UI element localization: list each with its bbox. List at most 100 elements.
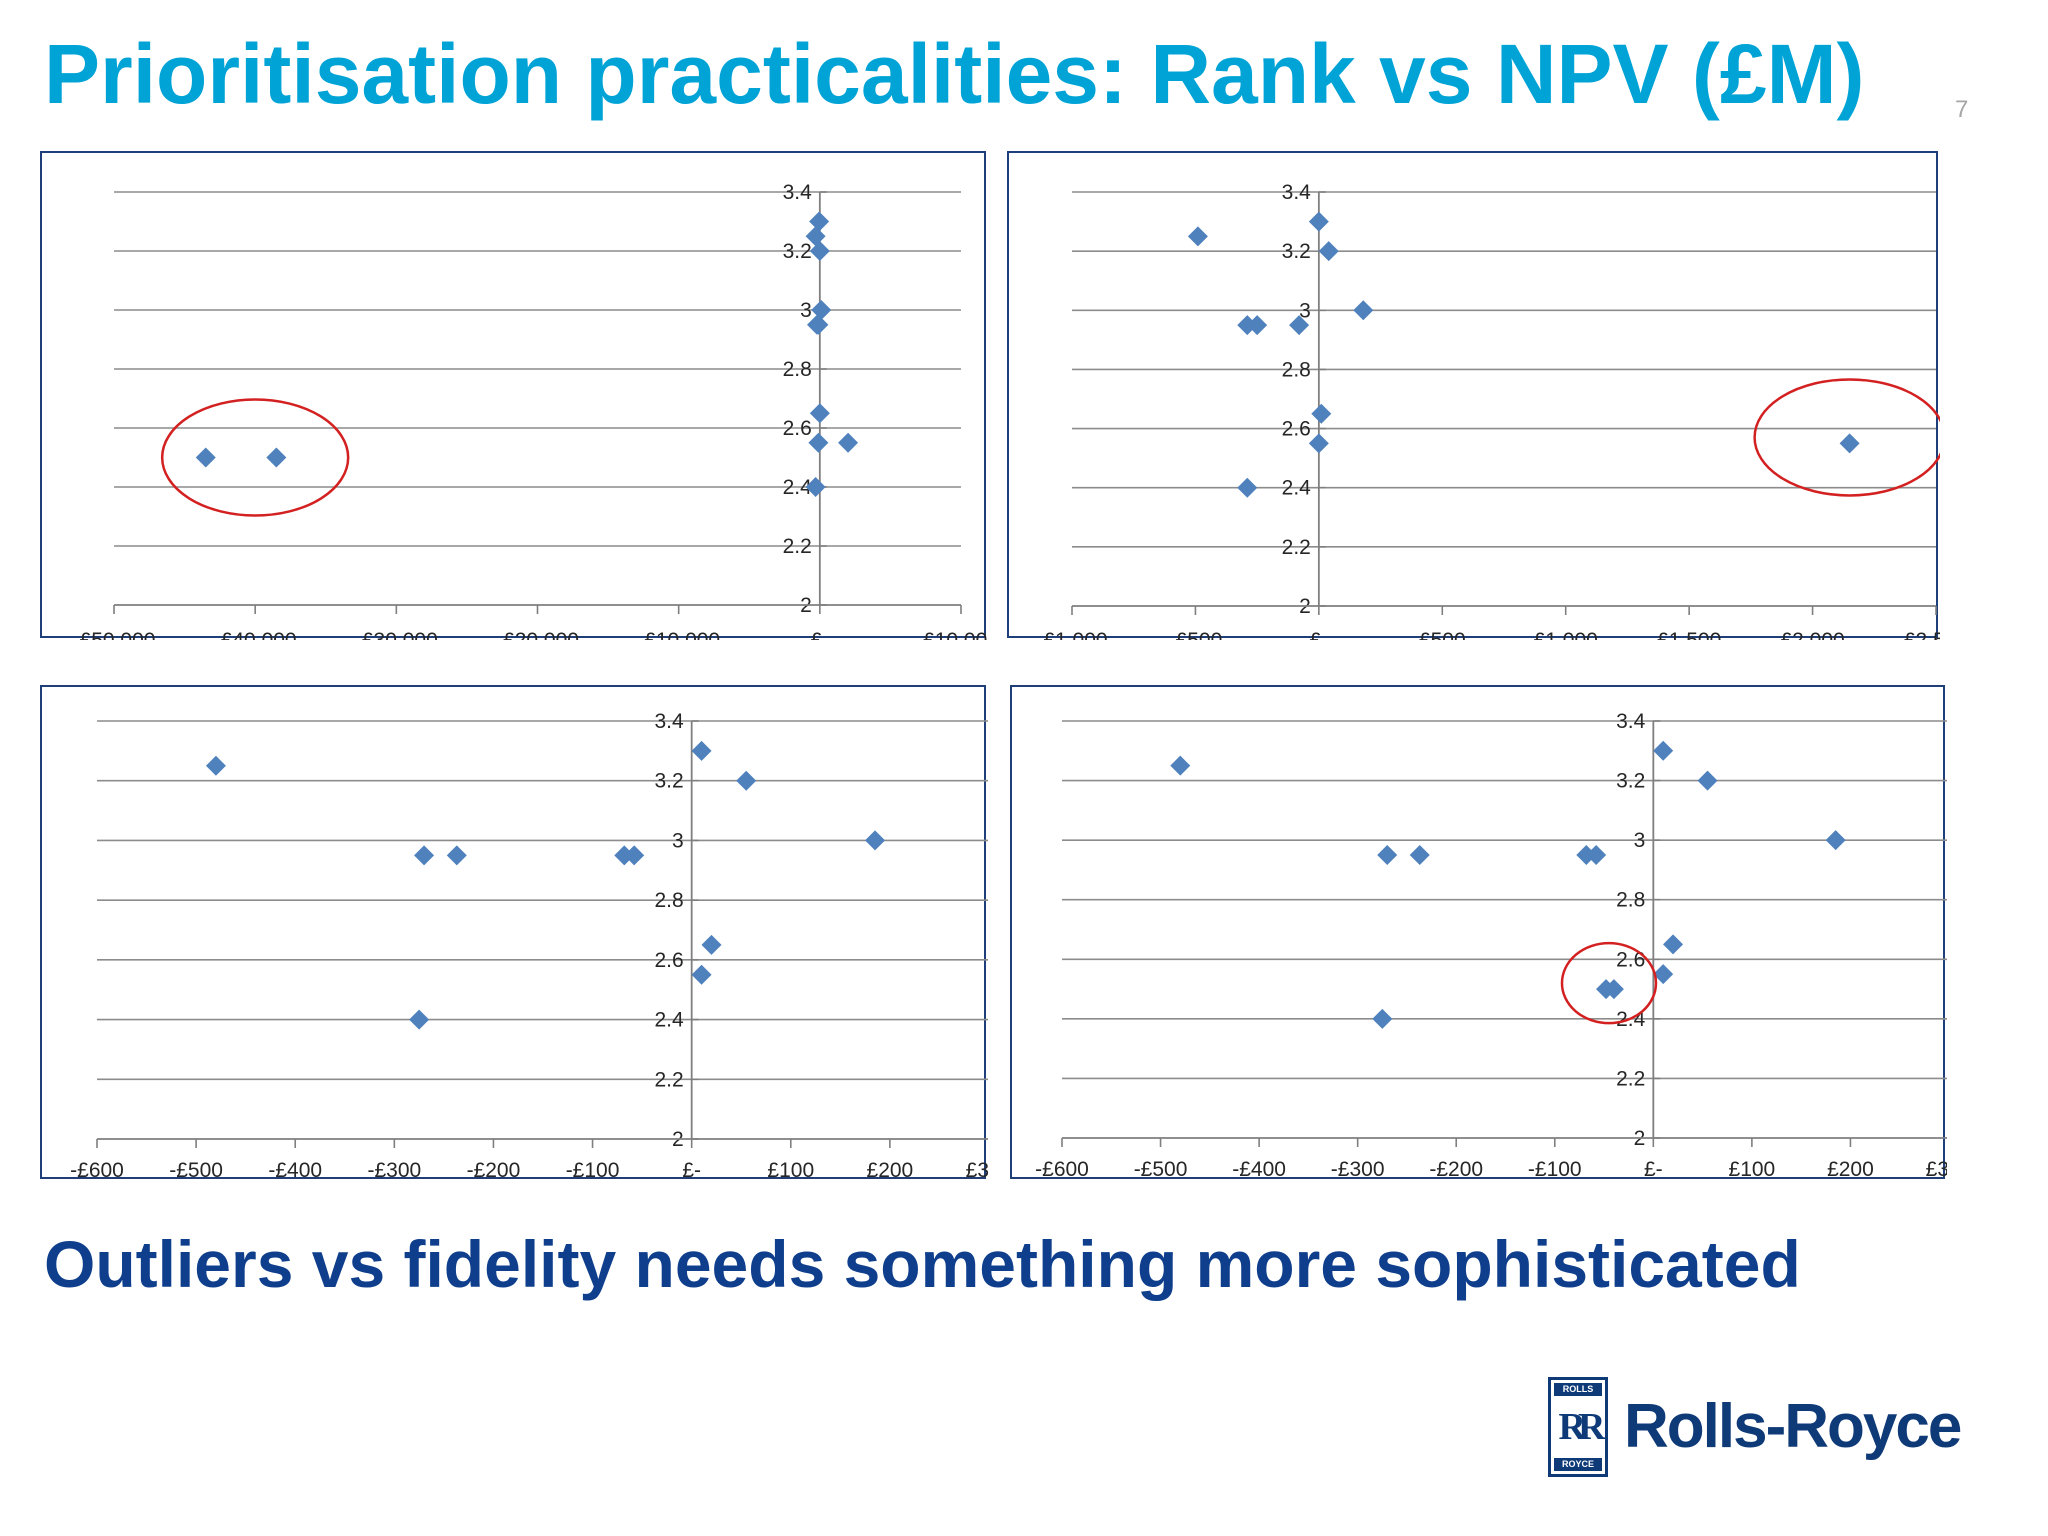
- data-point: [414, 845, 435, 866]
- x-tick-label: -£500: [1134, 1158, 1188, 1181]
- chart-top-left: 22.22.42.62.833.23.4-£50,000-£40,000-£30…: [40, 151, 988, 640]
- x-tick-label: £2,000: [1780, 629, 1844, 640]
- x-tick-label: £1,000: [1534, 629, 1598, 640]
- x-tick-label: £300: [1926, 1158, 1947, 1181]
- data-point: [805, 226, 826, 247]
- highlight-ellipse: [1560, 941, 1658, 1025]
- x-tick-label: -£100: [1528, 1158, 1582, 1181]
- badge-bottom-text: ROYCE: [1554, 1458, 1602, 1471]
- y-tick-label: 2.8: [654, 889, 683, 912]
- data-point: [1653, 964, 1674, 985]
- x-tick-label: -£100: [566, 1159, 620, 1181]
- data-point: [808, 314, 829, 335]
- data-point: [736, 770, 757, 791]
- y-tick-label: 3.2: [1282, 240, 1311, 263]
- x-tick-label: £2,500: [1904, 629, 1940, 640]
- data-point: [266, 447, 287, 468]
- data-point: [865, 830, 886, 851]
- y-tick-label: 3.2: [654, 770, 683, 793]
- chart-bottom-left-plot: 22.22.42.62.833.23.4-£600 -£500 -£400 -£300…: [70, 710, 988, 1181]
- data-point: [808, 432, 829, 453]
- data-point: [1586, 845, 1607, 866]
- x-tick-label: £-: [810, 629, 829, 640]
- y-tick-label: 2.2: [783, 535, 812, 558]
- x-tick-label: -£30,000: [355, 629, 438, 640]
- chart-top-left-plot: 22.22.42.62.833.23.4-£50,000-£40,000-£30…: [73, 181, 988, 640]
- x-tick-label: -£50,000: [73, 629, 156, 640]
- x-tick-label: -£600: [1035, 1158, 1089, 1181]
- x-tick-label: £100: [767, 1159, 814, 1181]
- x-tick-label: -£600: [70, 1159, 124, 1181]
- data-point: [809, 403, 830, 424]
- y-tick-label: 2.8: [1616, 889, 1645, 912]
- chart-top-right-plot: 22.22.42.62.833.23.4-£1,000-£500£-£500£1…: [1036, 181, 1940, 640]
- data-point: [1603, 979, 1624, 1000]
- data-point: [1839, 433, 1860, 454]
- y-tick-label: 3.4: [1282, 181, 1312, 204]
- x-tick-label: -£400: [1232, 1158, 1286, 1181]
- data-point: [195, 447, 216, 468]
- x-tick-label: -£20,000: [496, 629, 579, 640]
- data-point: [1353, 300, 1374, 321]
- data-point: [805, 477, 826, 497]
- data-point: [1247, 315, 1268, 336]
- y-tick-label: 2.6: [1282, 418, 1311, 441]
- y-tick-label: 3.4: [1616, 710, 1646, 733]
- highlight-ellipse: [1753, 378, 1940, 497]
- data-point: [1409, 845, 1430, 866]
- y-tick-label: 2.2: [1616, 1067, 1645, 1090]
- data-point: [1825, 830, 1846, 851]
- data-point: [809, 211, 830, 232]
- chart-bottom-right-plot: 22.22.42.62.833.23.4-£600 -£500 -£400 -£300…: [1035, 710, 1947, 1181]
- x-tick-label: -£200: [467, 1159, 521, 1181]
- data-point: [409, 1009, 430, 1030]
- y-tick-label: 2.8: [1282, 358, 1311, 381]
- data-point: [838, 432, 859, 453]
- data-point: [1663, 934, 1684, 955]
- chart-bottom-left: 2 2.2 2.4 2.6 2.8 3 3.2 3.4 -£600 -£500 -£400 -£300…: [40, 685, 988, 1181]
- y-tick-label: 2.4: [1282, 477, 1312, 500]
- data-point: [624, 845, 645, 866]
- y-tick-label: 2.6: [783, 417, 812, 440]
- data-point: [811, 300, 832, 320]
- y-tick-label: 2.4: [654, 1009, 684, 1032]
- y-tick-label: 2.6: [654, 949, 683, 972]
- data-point: [205, 755, 226, 776]
- slide-subtitle: Outliers vs fidelity needs something mor…: [44, 1227, 1801, 1301]
- data-point: [1697, 770, 1718, 791]
- y-tick-label: 2.4: [783, 476, 813, 499]
- badge-monogram: RR: [1558, 1406, 1606, 1448]
- x-tick-label: -£300: [1331, 1158, 1385, 1181]
- data-point: [1311, 403, 1332, 424]
- y-tick-label: 3.2: [783, 240, 812, 263]
- data-point: [1170, 755, 1191, 776]
- data-point: [1289, 315, 1310, 336]
- x-tick-label: -£300: [367, 1159, 421, 1181]
- y-tick-label: 3: [672, 829, 684, 852]
- rr-badge-icon: ROLLS RR ROYCE: [1548, 1377, 1608, 1477]
- slide-title: Prioritisation practicalities: Rank vs N…: [44, 27, 1865, 121]
- y-tick-label: 2.6: [1616, 948, 1645, 971]
- highlight-ellipse: [160, 398, 350, 517]
- x-tick-label: £200: [1827, 1158, 1874, 1181]
- x-tick-label: £200: [867, 1159, 914, 1181]
- y-tick-label: 3.2: [1616, 770, 1645, 793]
- x-tick-label: £-: [682, 1159, 701, 1181]
- data-point: [691, 740, 712, 761]
- data-point: [1372, 1008, 1393, 1029]
- data-point: [1377, 845, 1398, 866]
- x-tick-label: £500: [1419, 629, 1466, 640]
- data-point: [1308, 211, 1329, 232]
- data-point: [1318, 241, 1339, 262]
- y-tick-label: 3: [1299, 299, 1311, 322]
- data-point: [1653, 740, 1674, 761]
- chart-top-right: 22.22.42.62.833.23.4-£1,000-£500£-£500£1…: [1007, 151, 1940, 640]
- y-tick-label: 3.4: [783, 181, 813, 204]
- x-tick-label: £100: [1729, 1158, 1776, 1181]
- y-tick-label: 2.2: [654, 1068, 683, 1091]
- data-point: [691, 964, 712, 985]
- data-point: [446, 845, 467, 866]
- x-tick-label: -£400: [268, 1159, 322, 1181]
- page-number: 7: [1955, 96, 1969, 123]
- x-tick-label: £1,500: [1657, 629, 1721, 640]
